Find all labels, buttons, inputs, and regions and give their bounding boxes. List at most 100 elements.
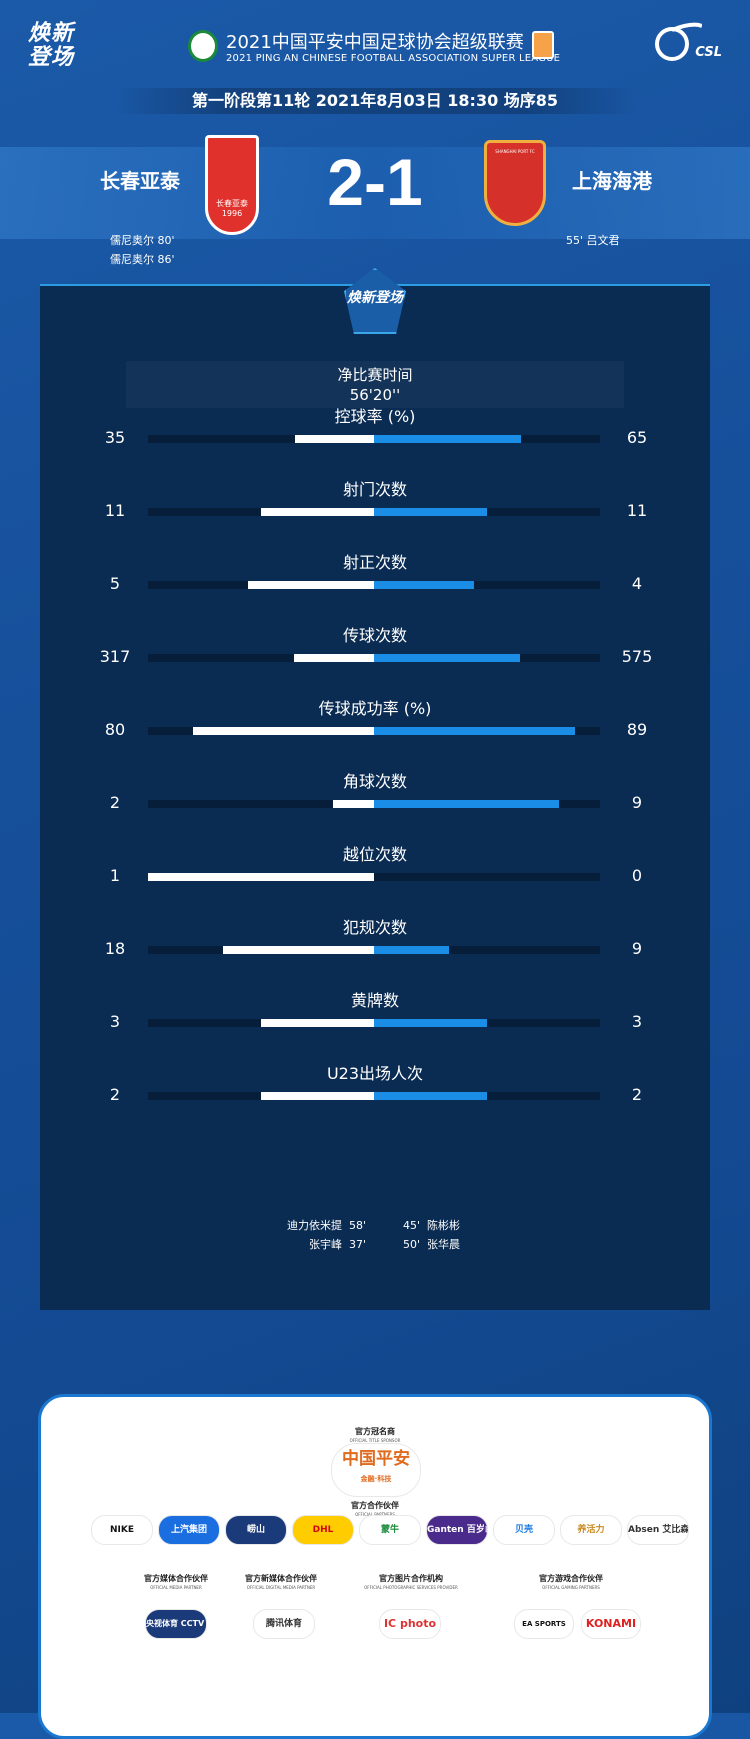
stat-label: 控球率 (%) xyxy=(334,407,416,426)
brand-badge: 焕新登场 xyxy=(344,268,406,334)
brand-logo: 焕新登场 xyxy=(28,21,75,70)
stat-away-bar xyxy=(374,1092,487,1100)
media-heading: 官方媒体合作伙伴 OFFICIAL MEDIA PARTNER xyxy=(144,1574,208,1590)
stat-away-value: 11 xyxy=(626,501,648,520)
stat-label: 射正次数 xyxy=(342,553,407,572)
sponsor-tencent: 腾讯体育 xyxy=(253,1609,315,1639)
sponsor-konami: KONAMI xyxy=(581,1609,641,1639)
sponsor-pingan: 中国平安 金融·科技 xyxy=(331,1443,421,1497)
stat-away-value: 65 xyxy=(626,428,648,447)
stat-track xyxy=(148,654,600,662)
stat-home-bar xyxy=(332,800,374,808)
pingan-badge-icon xyxy=(532,31,554,59)
league-title-en: 2021 PING AN CHINESE FOOTBALL ASSOCIATIO… xyxy=(226,53,561,64)
stat-away-bar xyxy=(374,508,487,516)
stat-track xyxy=(148,435,600,443)
weibo-icon: ◉ xyxy=(298,1692,321,1714)
home-goal: 儒尼奥尔 86' xyxy=(110,253,175,266)
score-band xyxy=(0,147,750,239)
weibo-handle: ◉ @CSL中超联赛 xyxy=(298,1692,452,1714)
partner-logo: Absen 艾比森 xyxy=(627,1515,689,1545)
stat-track xyxy=(148,727,600,735)
stat-track xyxy=(148,1019,600,1027)
stat-away-bar xyxy=(374,1019,487,1027)
stat-home-value: 5 xyxy=(109,574,121,593)
stat-away-bar xyxy=(374,654,520,662)
sponsor-cctv: 央视体育 CCTV SPORTS xyxy=(145,1609,207,1639)
stat-away-value: 9 xyxy=(631,939,643,958)
stat-row: 越位次数 1 0 xyxy=(0,841,750,914)
stat-row: 射正次数 5 4 xyxy=(0,549,750,622)
stat-away-bar xyxy=(374,435,521,443)
stat-home-bar xyxy=(261,1092,374,1100)
stat-label: 犯规次数 xyxy=(342,918,407,937)
home-team: 长春亚泰 xyxy=(100,169,180,193)
stat-home-value: 80 xyxy=(104,720,126,739)
partner-logo: NIKE xyxy=(91,1515,153,1545)
partner-logo: DHL xyxy=(292,1515,354,1545)
away-goal: 55' 吕文君 xyxy=(566,234,620,247)
cfa-emblem-icon xyxy=(188,30,218,62)
stat-home-value: 3 xyxy=(109,1012,121,1031)
sponsor-ea: EA SPORTS xyxy=(514,1609,574,1639)
partner-logo: 贝壳 xyxy=(493,1515,555,1545)
stat-label: 传球次数 xyxy=(342,626,407,645)
u23-away-1: 45' 陈彬彬 xyxy=(403,1219,461,1232)
stat-away-value: 3 xyxy=(631,1012,643,1031)
partner-logo: 养活力 xyxy=(560,1515,622,1545)
stat-away-value: 9 xyxy=(631,793,643,812)
stat-home-bar xyxy=(148,873,374,881)
stat-row: 射门次数 11 11 xyxy=(0,476,750,549)
stat-home-value: 1 xyxy=(109,866,121,885)
stat-label: 射门次数 xyxy=(342,480,407,499)
stat-home-bar xyxy=(193,727,374,735)
stat-home-bar xyxy=(223,946,374,954)
stat-home-value: 18 xyxy=(104,939,126,958)
stat-track xyxy=(148,508,600,516)
u23-home-1: 迪力依米提 58' xyxy=(286,1219,366,1232)
score: 2-1 xyxy=(327,145,423,219)
stat-home-value: 35 xyxy=(104,428,126,447)
stat-track xyxy=(148,800,600,808)
stat-row: 传球成功率 (%) 80 89 xyxy=(0,695,750,768)
away-team: 上海海港 xyxy=(572,169,652,193)
stat-row: 黄牌数 3 3 xyxy=(0,987,750,1060)
net-time: 净比赛时间 56'20'' xyxy=(126,361,624,408)
league-title: 2021中国平安中国足球协会超级联赛 xyxy=(226,32,524,53)
stat-row: 传球次数 317 575 xyxy=(0,622,750,695)
csl-logo: CSL xyxy=(652,22,724,64)
away-crest: SHANGHAI PORT FC xyxy=(484,140,546,226)
stat-away-bar xyxy=(374,581,475,589)
title-sponsor-heading: 官方冠名商 OFFICIAL TITLE SPONSOR xyxy=(349,1427,401,1443)
stat-row: 控球率 (%) 35 65 xyxy=(0,403,750,476)
gaming-heading: 官方游戏合作伙伴 OFFICIAL GAMING PARTNERS xyxy=(539,1574,603,1590)
u23-home-2: 张宇峰 37' xyxy=(308,1238,366,1251)
stat-home-bar xyxy=(261,1019,374,1027)
stat-away-value: 4 xyxy=(631,574,643,593)
stat-away-bar xyxy=(374,727,576,735)
stat-label: 越位次数 xyxy=(342,845,407,864)
digital-heading: 官方新媒体合作伙伴 OFFICIAL DIGITAL MEDIA PARTNER xyxy=(245,1574,317,1590)
home-crest: 长春亚泰 1996 xyxy=(205,135,259,235)
stat-home-bar xyxy=(248,581,374,589)
stat-label: 黄牌数 xyxy=(350,991,399,1010)
stat-home-bar xyxy=(261,508,374,516)
stat-away-bar xyxy=(374,800,559,808)
photo-heading: 官方图片合作机构 OFFICIAL PHOTOGRAPHIC SERVICES P… xyxy=(364,1574,458,1590)
stat-track xyxy=(148,946,600,954)
stat-home-bar xyxy=(294,435,374,443)
partner-logo: 上汽集团 xyxy=(158,1515,220,1545)
stat-home-value: 2 xyxy=(109,793,121,812)
stat-away-bar xyxy=(374,946,450,954)
stat-home-bar xyxy=(293,654,374,662)
match-info: 第一阶段第11轮 2021年8月03日 18:30 场序85 xyxy=(0,88,750,114)
stat-away-value: 89 xyxy=(626,720,648,739)
stat-label: 角球次数 xyxy=(342,772,407,791)
stat-row: 角球次数 2 9 xyxy=(0,768,750,841)
stat-row: U23出场人次 2 2 xyxy=(0,1060,750,1133)
stat-home-value: 317 xyxy=(99,647,131,666)
u23-away-2: 50' 张华晨 xyxy=(403,1238,461,1251)
stat-label: U23出场人次 xyxy=(326,1064,424,1083)
stat-home-value: 11 xyxy=(104,501,126,520)
